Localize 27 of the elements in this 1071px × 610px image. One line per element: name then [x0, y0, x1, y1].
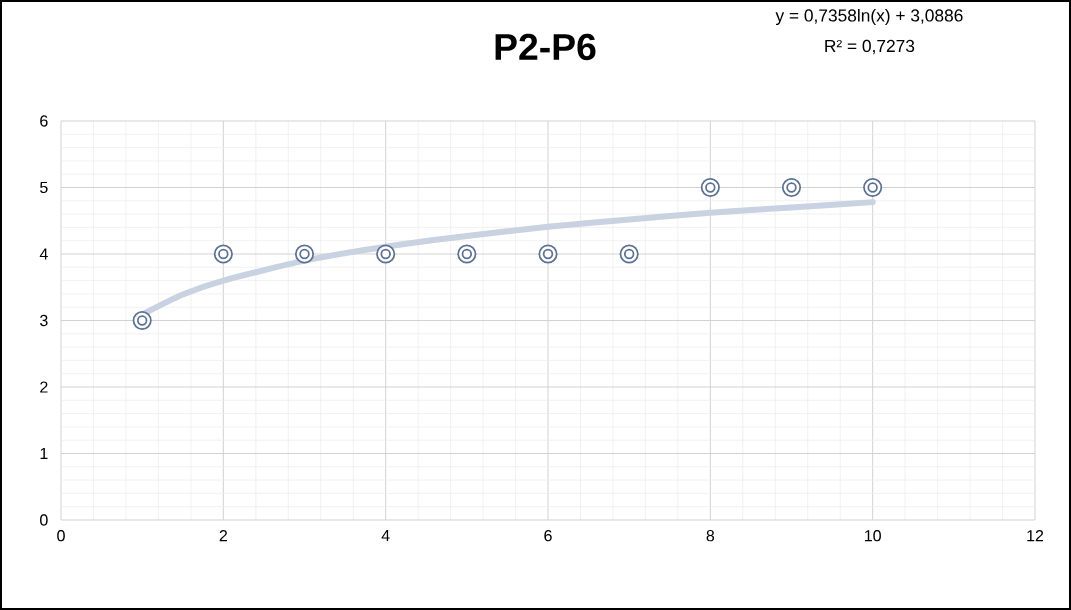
point: [863, 177, 883, 198]
x-tick-label: 12: [1027, 530, 1044, 542]
point: [538, 244, 558, 264]
y-tick-label: 0: [40, 514, 48, 526]
point: [457, 244, 477, 264]
point: [700, 177, 720, 198]
x-tick-label: 10: [864, 530, 881, 542]
point: [781, 177, 802, 198]
x-tick-label: 0: [57, 530, 65, 542]
x-tick-label: 4: [381, 530, 390, 542]
y-tick-label: 6: [40, 115, 48, 127]
y-tick-label: 2: [40, 381, 48, 393]
point: [294, 244, 315, 264]
chart-title: P2-P6: [495, 33, 596, 61]
x-tick-label: 8: [706, 530, 715, 542]
text: y = 0,7358ln(x) + 3,0886: [775, 8, 963, 26]
point: [213, 244, 233, 264]
point: [376, 244, 396, 264]
y-tick-label: 5: [40, 181, 48, 194]
y-tick-label: 4: [39, 248, 48, 260]
y-tick-label: 3: [40, 314, 48, 327]
x-tick-label: 2: [219, 530, 227, 542]
y-tick-label: 1: [40, 447, 48, 459]
x-tick-label: 6: [544, 530, 552, 542]
point: [619, 244, 639, 264]
point: [132, 310, 152, 331]
text: R² = 0,7273: [825, 39, 915, 55]
